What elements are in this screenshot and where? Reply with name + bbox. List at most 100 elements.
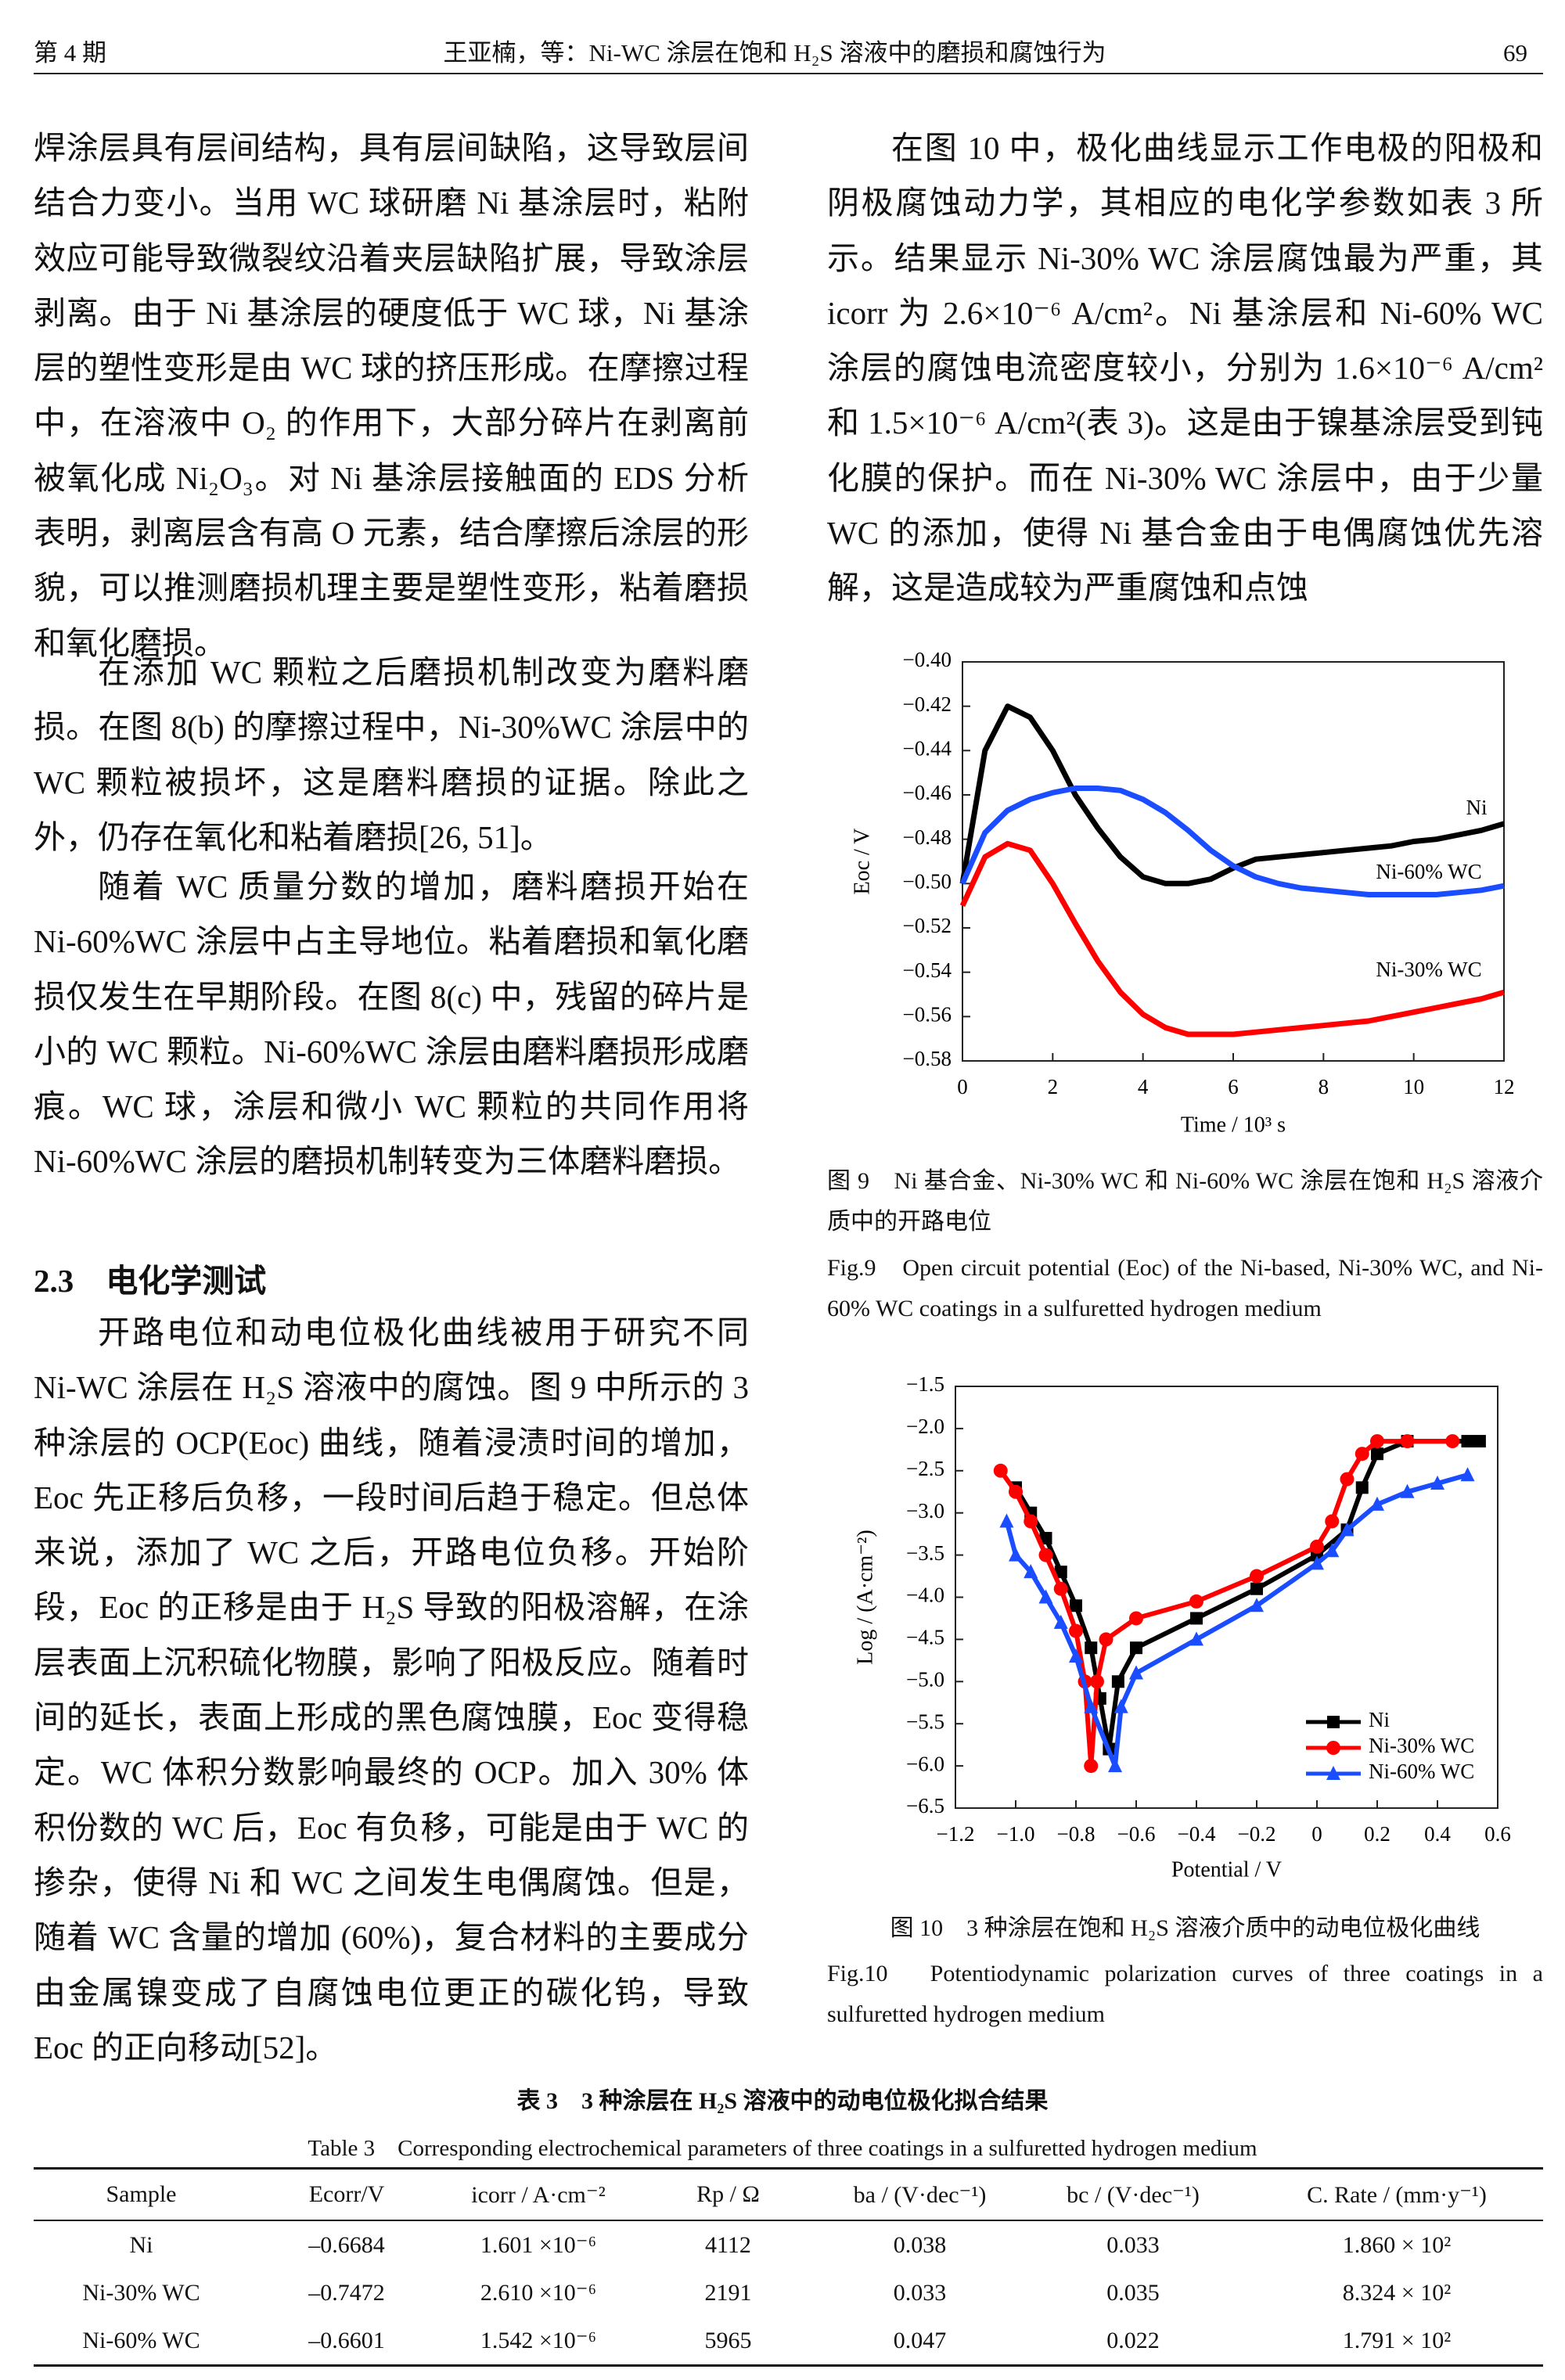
- marker: [1053, 1581, 1068, 1596]
- x-tick-label: 6: [1228, 1075, 1239, 1098]
- marker: [1108, 1758, 1123, 1773]
- marker: [1355, 1447, 1369, 1461]
- marker: [1054, 1566, 1067, 1579]
- x-tick-label: 8: [1319, 1075, 1329, 1098]
- table-cell: Ecorr/V: [249, 2168, 444, 2221]
- y-tick-label: −0.52: [903, 914, 952, 937]
- y-tick-label: −1.5: [906, 1372, 944, 1396]
- marker: [1460, 1467, 1475, 1482]
- x-tick-label: −1.0: [997, 1822, 1035, 1846]
- y-tick-label: −0.48: [903, 825, 952, 849]
- x-tick-label: 12: [1494, 1075, 1515, 1098]
- marker: [1084, 1699, 1099, 1713]
- marker: [1400, 1483, 1415, 1498]
- table-row: Ni-60% WC –0.6601 1.542 ×10⁻⁶ 5965 0.047 0.02…: [34, 2317, 1543, 2366]
- y-tick-label: −0.44: [903, 737, 952, 760]
- table-cell: –0.6601: [308, 2327, 385, 2353]
- marker: [1250, 1582, 1263, 1595]
- y-tick-label: −0.46: [903, 781, 952, 804]
- y-tick-label: −5.5: [906, 1710, 944, 1733]
- marker: [1370, 1496, 1384, 1511]
- table-row: Ni –0.6684 1.601 ×10⁻⁶ 4112 0.038 0.033 1.860 …: [34, 2220, 1543, 2269]
- table-title-cn: 表 3 3 种涂层在 H₂S 溶液中的动电位极化拟合结果: [516, 2088, 1049, 2114]
- running-title: 王亚楠，等：Ni-WC 涂层在饱和 H₂S 溶液中的磨损和腐蚀行为: [443, 39, 1106, 67]
- marker: [1473, 1435, 1486, 1448]
- figure-caption-cn: 图 10 3 种涂层在饱和 H₂S 溶液介质中的动电位极化曲线: [890, 1915, 1480, 1941]
- marker: [1250, 1598, 1264, 1612]
- marker: [1009, 1484, 1023, 1499]
- x-tick-label: −1.2: [937, 1822, 975, 1846]
- table-cell: 8.324 × 10²: [1342, 2279, 1452, 2306]
- y-tick-label: −0.40: [903, 648, 952, 671]
- y-tick-label: −0.58: [903, 1047, 952, 1070]
- table-cell: 0.047: [893, 2327, 947, 2353]
- x-axis-label: Potential / V: [1171, 1857, 1282, 1882]
- series-label: Ni: [1466, 796, 1488, 819]
- y-tick-label: −6.0: [906, 1752, 944, 1775]
- table-cell: 1.860 × 10²: [1342, 2231, 1452, 2258]
- marker: [1430, 1475, 1444, 1490]
- x-tick-label: −0.4: [1178, 1822, 1216, 1846]
- marker: [1053, 1614, 1068, 1629]
- paragraph: 随着 WC 质量分数的增加，磨料磨损开始在 Ni-60%WC 涂层中占主导地位。…: [34, 868, 749, 1180]
- marker: [1129, 1611, 1143, 1626]
- marker: [1099, 1632, 1113, 1647]
- x-tick-label: 0: [957, 1075, 968, 1098]
- y-tick-label: −0.42: [903, 692, 952, 716]
- marker: [1461, 1435, 1474, 1448]
- marker: [1070, 1599, 1082, 1612]
- legend-marker: [1326, 1741, 1340, 1755]
- marker: [1400, 1434, 1415, 1449]
- paragraph: 焊涂层具有层间结构，具有层间缺陷，这导致层间结合力变小。当用 WC 球研磨 Ni…: [34, 130, 749, 661]
- marker: [1325, 1543, 1340, 1558]
- marker: [1250, 1569, 1264, 1584]
- table-cell: C. Rate / (mm·y⁻¹): [1250, 2168, 1543, 2221]
- marker: [1310, 1539, 1324, 1554]
- marker: [1340, 1472, 1355, 1487]
- table-cell: 0.022: [1106, 2327, 1160, 2353]
- table-cell: 0.033: [893, 2279, 947, 2306]
- marker: [1189, 1631, 1203, 1646]
- y-tick-label: −2.5: [906, 1457, 944, 1480]
- series-line: [959, 786, 1505, 897]
- marker: [1371, 1447, 1383, 1461]
- marker: [1370, 1434, 1384, 1449]
- page-number: 69: [1503, 39, 1527, 67]
- x-tick-label: 4: [1138, 1075, 1149, 1098]
- table-cell: 1.601 ×10⁻⁶: [480, 2232, 597, 2258]
- marker: [1325, 1514, 1340, 1529]
- y-tick-label: −0.50: [903, 870, 952, 893]
- marker: [1089, 1674, 1104, 1689]
- x-tick-label: −0.2: [1238, 1822, 1276, 1846]
- y-tick-label: −4.5: [906, 1626, 944, 1649]
- legend-marker: [1327, 1716, 1340, 1728]
- table-cell: 0.035: [1106, 2279, 1160, 2306]
- marker: [1084, 1759, 1099, 1774]
- legend-marker: [1326, 1766, 1340, 1780]
- x-tick-label: 0.4: [1424, 1822, 1451, 1846]
- table-cell: Rp / Ω: [632, 2168, 824, 2221]
- legend-label: Ni: [1369, 1708, 1390, 1731]
- x-tick-label: 0: [1311, 1822, 1322, 1846]
- header-rule: [34, 73, 1543, 74]
- series-label: Ni-30% WC: [1376, 958, 1481, 981]
- marker: [1009, 1547, 1023, 1562]
- marker: [1355, 1481, 1369, 1494]
- x-tick-label: 2: [1048, 1075, 1059, 1098]
- paragraph: 在图 10 中，极化曲线显示工作电极的阳极和阴极腐蚀动力学，其相应的电化学参数如…: [827, 130, 1543, 606]
- table-cell: Ni-30% WC: [82, 2279, 200, 2306]
- marker: [1129, 1665, 1143, 1680]
- figure-caption-cn: 图 9 Ni 基合金、Ni-30% WC 和 Ni-60% WC 涂层在饱和 H…: [827, 1168, 1543, 1235]
- marker: [1190, 1612, 1203, 1625]
- x-tick-label: −0.8: [1057, 1822, 1096, 1846]
- table-cell: –0.7472: [308, 2279, 385, 2306]
- marker: [999, 1513, 1014, 1528]
- marker: [1310, 1555, 1324, 1570]
- table-cell: 0.033: [1106, 2231, 1160, 2258]
- y-tick-label: −4.0: [906, 1584, 944, 1607]
- marker: [1038, 1548, 1053, 1562]
